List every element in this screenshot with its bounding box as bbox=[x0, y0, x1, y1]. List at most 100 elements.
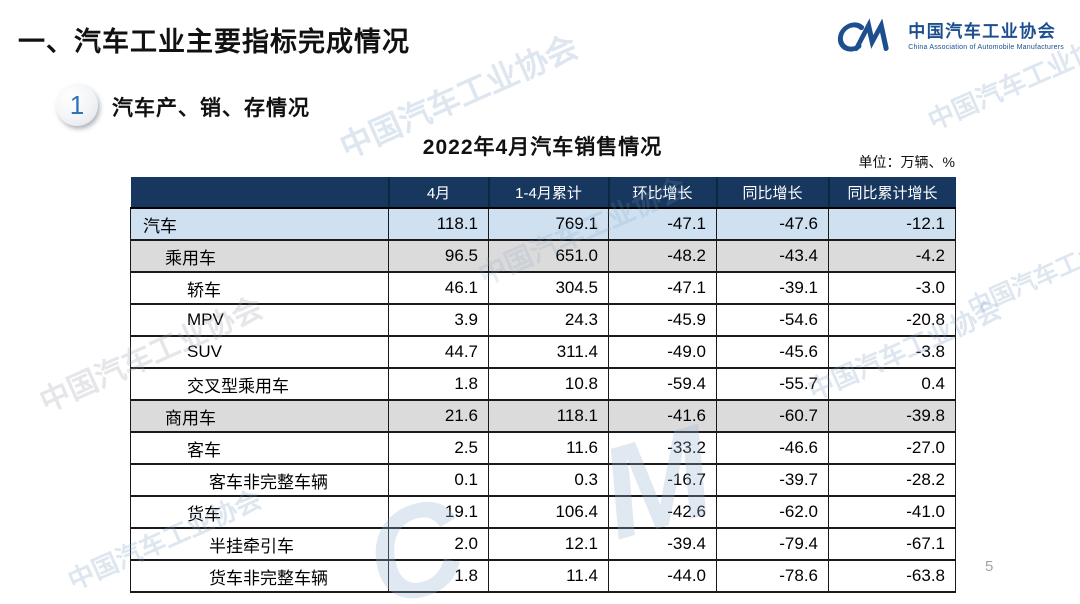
row-label-cell: 乘用车 bbox=[130, 239, 389, 273]
value-cell: 24.3 bbox=[488, 303, 609, 337]
caam-name-en: China Association of Automobile Manufact… bbox=[908, 43, 1064, 51]
caam-logo-icon bbox=[838, 18, 889, 52]
column-header: 同比增长 bbox=[715, 177, 829, 209]
value-cell: 106.4 bbox=[488, 495, 609, 529]
table-row: SUV 44.7 311.4 -49.0 -45.6 -3.8 bbox=[130, 335, 956, 369]
value-cell: 19.1 bbox=[388, 495, 489, 529]
value-cell: -3.8 bbox=[828, 335, 956, 369]
value-cell: 2.0 bbox=[388, 527, 489, 561]
column-header: 环比增长 bbox=[607, 177, 717, 209]
value-cell: -44.0 bbox=[608, 559, 717, 593]
header-row: 4月 1-4月累计 环比增长 同比增长 同比累计增长 bbox=[130, 177, 956, 209]
value-cell: -79.4 bbox=[716, 527, 829, 561]
value-cell: 0.3 bbox=[488, 463, 609, 497]
table-row: 货车 19.1 106.4 -42.6 -62.0 -41.0 bbox=[130, 495, 956, 529]
section-label: 汽车产、销、存情况 bbox=[112, 97, 310, 120]
value-cell: -3.0 bbox=[828, 271, 956, 305]
value-cell: -67.1 bbox=[828, 527, 956, 561]
table-row: 客车 2.5 11.6 -33.2 -46.6 -27.0 bbox=[130, 431, 956, 465]
value-cell: 46.1 bbox=[388, 271, 489, 305]
value-cell: -20.8 bbox=[828, 303, 956, 337]
value-cell: -41.0 bbox=[828, 495, 956, 529]
value-cell: 11.4 bbox=[488, 559, 609, 593]
value-cell: 311.4 bbox=[488, 335, 609, 369]
value-cell: -42.6 bbox=[608, 495, 717, 529]
table-row: 交叉型乘用车 1.8 10.8 -59.4 -55.7 0.4 bbox=[130, 367, 956, 401]
table-row: 汽车 118.1 769.1 -47.1 -47.6 -12.1 bbox=[130, 207, 956, 241]
value-cell: -47.6 bbox=[716, 207, 829, 241]
column-header: 1-4月累计 bbox=[487, 177, 609, 209]
value-cell: -78.6 bbox=[716, 559, 829, 593]
value-cell: 118.1 bbox=[388, 207, 489, 241]
row-label-cell: 客车非完整车辆 bbox=[130, 463, 389, 497]
row-label-cell: 汽车 bbox=[130, 207, 389, 241]
value-cell: 769.1 bbox=[488, 207, 609, 241]
column-header: 4月 bbox=[387, 177, 489, 209]
value-cell: -16.7 bbox=[608, 463, 717, 497]
value-cell: 2.5 bbox=[388, 431, 489, 465]
value-cell: -39.7 bbox=[716, 463, 829, 497]
page-number: 5 bbox=[985, 558, 994, 575]
column-header: 同比累计增长 bbox=[827, 177, 956, 209]
value-cell: -60.7 bbox=[716, 399, 829, 433]
value-cell: -39.1 bbox=[716, 271, 829, 305]
page-title: 一、汽车工业主要指标完成情况 bbox=[18, 27, 410, 57]
value-cell: -39.4 bbox=[608, 527, 717, 561]
value-cell: -39.8 bbox=[828, 399, 956, 433]
value-cell: -49.0 bbox=[608, 335, 717, 369]
value-cell: 1.8 bbox=[388, 367, 489, 401]
value-cell: -28.2 bbox=[828, 463, 956, 497]
table-row: 半挂牵引车 2.0 12.1 -39.4 -79.4 -67.1 bbox=[130, 527, 956, 561]
watermark-text: 中国汽车工业协会 bbox=[964, 218, 1080, 322]
value-cell: 44.7 bbox=[388, 335, 489, 369]
value-cell: -33.2 bbox=[608, 431, 717, 465]
value-cell: 0.1 bbox=[388, 463, 489, 497]
value-cell: -48.2 bbox=[608, 239, 717, 273]
value-cell: -41.6 bbox=[608, 399, 717, 433]
value-cell: -54.6 bbox=[716, 303, 829, 337]
value-cell: -27.0 bbox=[828, 431, 956, 465]
table-row: 轿车 46.1 304.5 -47.1 -39.1 -3.0 bbox=[130, 271, 956, 305]
table-row: 货车非完整车辆 1.8 11.4 -44.0 -78.6 -63.8 bbox=[130, 559, 956, 593]
caam-name-cn: 中国汽车工业协会 bbox=[908, 21, 1057, 41]
table-row: 客车非完整车辆 0.1 0.3 -16.7 -39.7 -28.2 bbox=[130, 463, 956, 497]
value-cell: -43.4 bbox=[716, 239, 829, 273]
value-cell: 96.5 bbox=[388, 239, 489, 273]
table-title: 2022年4月汽车销售情况 bbox=[422, 136, 663, 159]
table-row: 商用车 21.6 118.1 -41.6 -60.7 -39.8 bbox=[130, 399, 956, 433]
value-cell: -45.9 bbox=[608, 303, 717, 337]
sales-table: 4月 1-4月累计 环比增长 同比增长 同比累计增长 汽车 118.1 769.1 -47.1… bbox=[130, 177, 956, 593]
column-header bbox=[130, 177, 389, 209]
caam-logo: 中国汽车工业协会 China Association of Automobile… bbox=[834, 14, 1064, 60]
value-cell: -47.1 bbox=[608, 207, 717, 241]
value-cell: 1.8 bbox=[388, 559, 489, 593]
row-label-cell: MPV bbox=[130, 303, 389, 337]
row-label-cell: 交叉型乘用车 bbox=[130, 367, 389, 401]
row-label-cell: 货车非完整车辆 bbox=[130, 559, 389, 593]
value-cell: 118.1 bbox=[488, 399, 609, 433]
value-cell: 0.4 bbox=[828, 367, 956, 401]
section-badge-number: 1 bbox=[69, 89, 85, 120]
row-label-cell: 客车 bbox=[130, 431, 389, 465]
row-label-cell: 半挂牵引车 bbox=[130, 527, 389, 561]
value-cell: -12.1 bbox=[828, 207, 956, 241]
row-label-cell: 商用车 bbox=[130, 399, 389, 433]
value-cell: 21.6 bbox=[388, 399, 489, 433]
value-cell: -63.8 bbox=[828, 559, 956, 593]
section-badge: 1 bbox=[56, 84, 98, 126]
value-cell: 3.9 bbox=[388, 303, 489, 337]
value-cell: 651.0 bbox=[488, 239, 609, 273]
value-cell: 12.1 bbox=[488, 527, 609, 561]
table-row: 乘用车 96.5 651.0 -48.2 -43.4 -4.2 bbox=[130, 239, 956, 273]
row-label-cell: 轿车 bbox=[130, 271, 389, 305]
value-cell: -59.4 bbox=[608, 367, 717, 401]
value-cell: 304.5 bbox=[488, 271, 609, 305]
value-cell: -46.6 bbox=[716, 431, 829, 465]
row-label-cell: SUV bbox=[130, 335, 389, 369]
table-row: MPV 3.9 24.3 -45.9 -54.6 -20.8 bbox=[130, 303, 956, 337]
value-cell: -47.1 bbox=[608, 271, 717, 305]
value-cell: 11.6 bbox=[488, 431, 609, 465]
unit-label: 单位：万辆、% bbox=[858, 154, 955, 170]
value-cell: -62.0 bbox=[716, 495, 829, 529]
